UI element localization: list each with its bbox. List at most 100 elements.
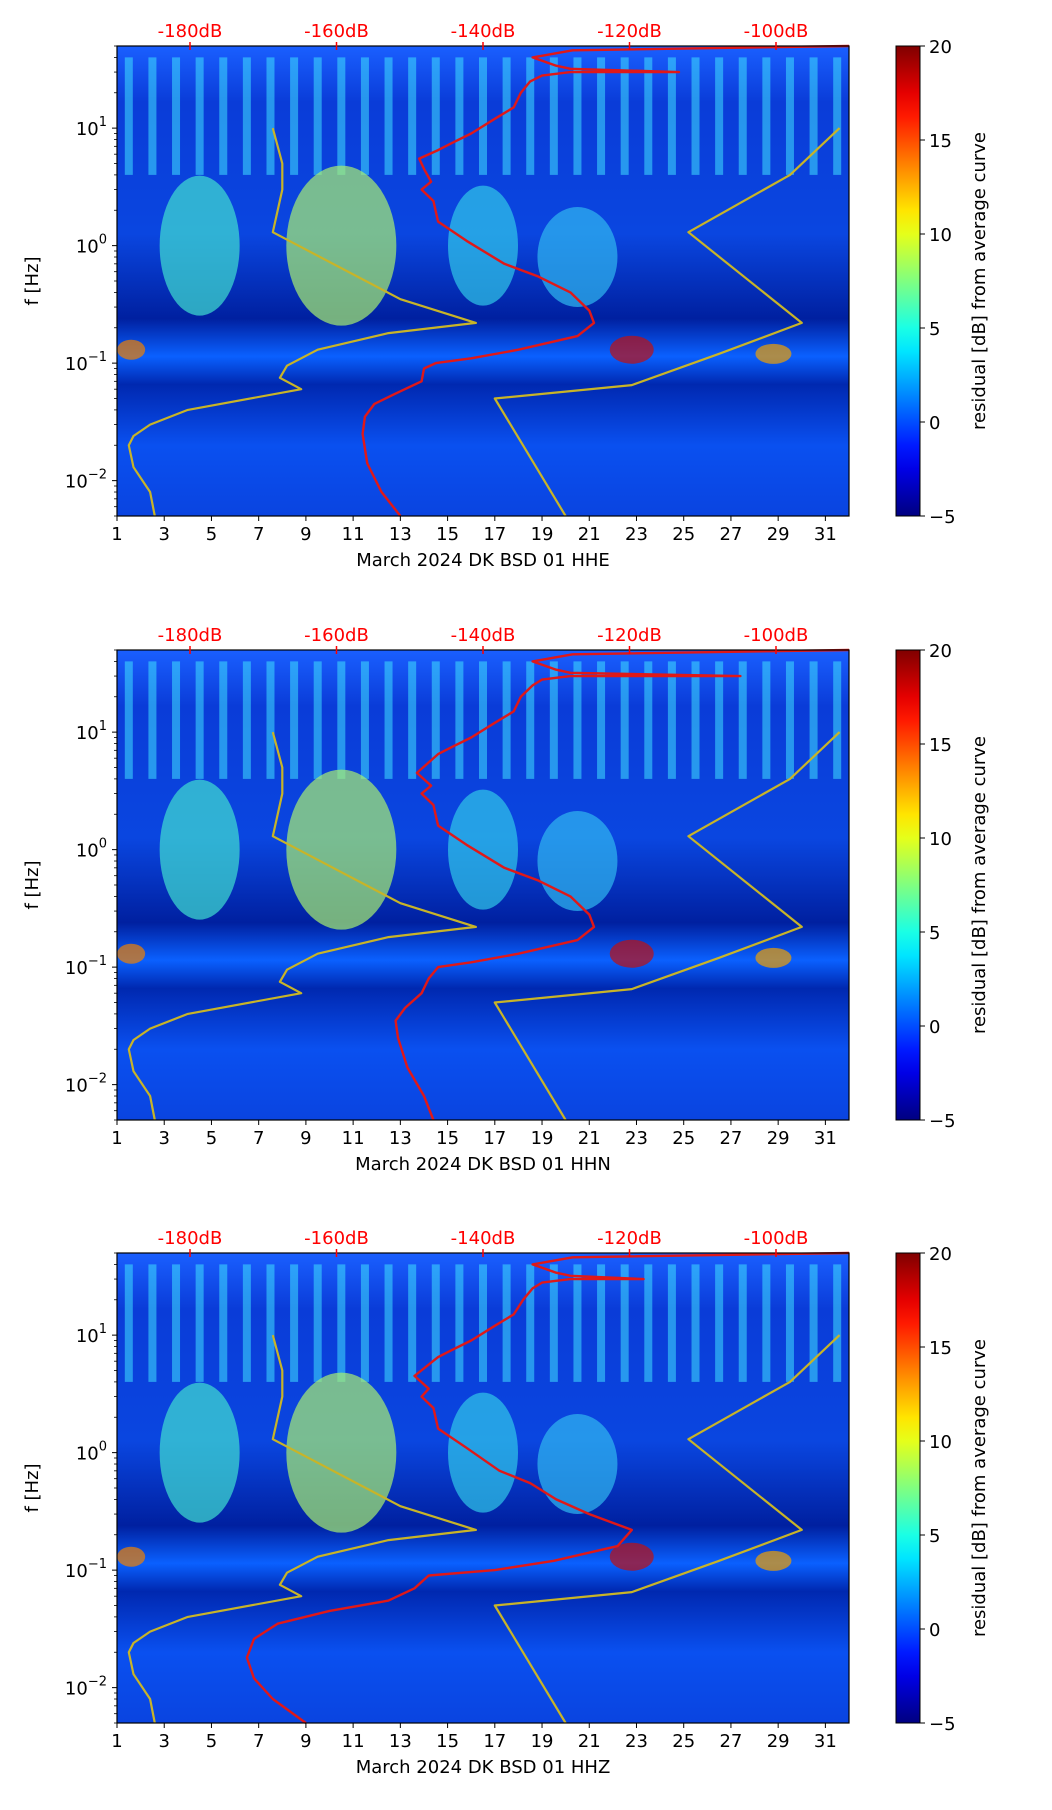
x-tick-label: 23 <box>625 1128 648 1149</box>
x-tick-label: 21 <box>578 1128 601 1149</box>
daily-band <box>408 661 417 779</box>
noise-model-line <box>493 127 841 517</box>
residual-bands <box>124 1264 842 1382</box>
residual-blobs <box>117 769 792 968</box>
residual-blob <box>159 1382 240 1523</box>
top-db-label: -100dB <box>744 21 809 42</box>
residual-blob <box>755 343 792 364</box>
daily-band <box>148 661 157 779</box>
colorbar-tick-label: −5 <box>929 1111 956 1132</box>
x-tick-label: 9 <box>300 1731 311 1752</box>
x-tick-label: 29 <box>767 1731 790 1752</box>
noise-model-line <box>127 127 477 517</box>
daily-band <box>667 661 676 779</box>
daily-band <box>337 1264 346 1382</box>
x-tick-label: 15 <box>436 524 459 545</box>
x-tick-label: 17 <box>483 1731 506 1752</box>
psd-curve-line <box>361 44 850 517</box>
daily-band <box>809 1264 818 1382</box>
residual-blobs <box>117 1372 792 1571</box>
residual-blob <box>159 175 240 316</box>
top-db-label: -160dB <box>304 1228 369 1249</box>
daily-band <box>738 661 747 779</box>
x-tick-label: 5 <box>206 1128 217 1149</box>
residual-blob <box>537 1414 618 1515</box>
daily-band <box>526 661 535 779</box>
x-tick-label: 3 <box>158 1731 169 1752</box>
colorbar-tick-label: 10 <box>929 1432 952 1453</box>
daily-band <box>384 661 393 779</box>
x-tick-label: 25 <box>672 1731 695 1752</box>
x-tick-label: 17 <box>483 1128 506 1149</box>
daily-band <box>337 57 346 175</box>
daily-band <box>833 661 842 779</box>
daily-band <box>266 1264 275 1382</box>
x-tick-label: 3 <box>158 524 169 545</box>
y-tick-label: 100 <box>76 837 107 862</box>
residual-blob <box>609 939 654 968</box>
x-tick-label: 19 <box>531 524 554 545</box>
daily-band <box>691 661 700 779</box>
daily-band <box>242 1264 251 1382</box>
daily-band <box>738 1264 747 1382</box>
x-tick-label: 5 <box>206 1731 217 1752</box>
daily-band <box>526 1264 535 1382</box>
x-tick-label: 31 <box>814 524 837 545</box>
colorbar-tick-label: 15 <box>929 735 952 756</box>
colorbar <box>895 1252 921 1724</box>
colorbar-tick-label: 5 <box>929 923 940 944</box>
top-db-label: -140dB <box>451 21 516 42</box>
top-db-label: -140dB <box>451 1228 516 1249</box>
y-axis-label: f [Hz] <box>22 1463 43 1512</box>
colorbar-tick-label: 20 <box>929 641 952 662</box>
daily-band <box>762 1264 771 1382</box>
daily-band <box>360 661 369 779</box>
top-db-label: -100dB <box>744 1228 809 1249</box>
residual-bands <box>124 57 842 175</box>
daily-band <box>172 57 181 175</box>
daily-band <box>266 661 275 779</box>
daily-band <box>479 57 487 175</box>
y-tick-label: 100 <box>76 233 107 258</box>
x-tick-label: 1 <box>111 524 122 545</box>
daily-band <box>479 1264 487 1382</box>
daily-band <box>549 661 558 779</box>
daily-band <box>833 1264 842 1382</box>
top-db-label: -120dB <box>597 625 662 646</box>
x-tick-label: 15 <box>436 1731 459 1752</box>
colorbar-tick-label: 15 <box>929 131 952 152</box>
daily-band <box>738 57 747 175</box>
x-tick-label: 31 <box>814 1731 837 1752</box>
daily-band <box>502 1264 511 1382</box>
x-axis-label: March 2024 DK BSD 01 HHN <box>355 1154 611 1175</box>
daily-band <box>455 661 464 779</box>
daily-band <box>762 661 771 779</box>
residual-blob <box>448 185 518 306</box>
top-db-label: -140dB <box>451 625 516 646</box>
daily-band <box>195 57 204 175</box>
x-tick-label: 1 <box>111 1731 122 1752</box>
daily-band <box>762 57 771 175</box>
colorbar <box>895 45 921 517</box>
residual-blob <box>609 335 654 364</box>
colorbar-tick-label: 0 <box>929 1017 940 1038</box>
daily-band <box>242 661 251 779</box>
daily-band <box>290 57 299 175</box>
noise-model-line <box>493 731 841 1121</box>
top-db-label: -180dB <box>158 1228 223 1249</box>
daily-band <box>620 1264 629 1382</box>
x-tick-label: 1 <box>111 1128 122 1149</box>
residual-blob <box>159 779 240 920</box>
residual-blob <box>755 947 792 968</box>
daily-band <box>266 57 275 175</box>
colorbar-tick-label: −5 <box>929 1714 956 1735</box>
noise-model-line <box>493 1334 841 1724</box>
daily-band <box>384 1264 393 1382</box>
daily-band <box>573 1264 582 1382</box>
x-tick-label: 23 <box>625 524 648 545</box>
x-tick-label: 29 <box>767 1128 790 1149</box>
daily-band <box>431 57 440 175</box>
residual-blob <box>609 1542 654 1571</box>
colorbar-tick-label: 10 <box>929 225 952 246</box>
y-axis-label: f [Hz] <box>22 256 43 305</box>
